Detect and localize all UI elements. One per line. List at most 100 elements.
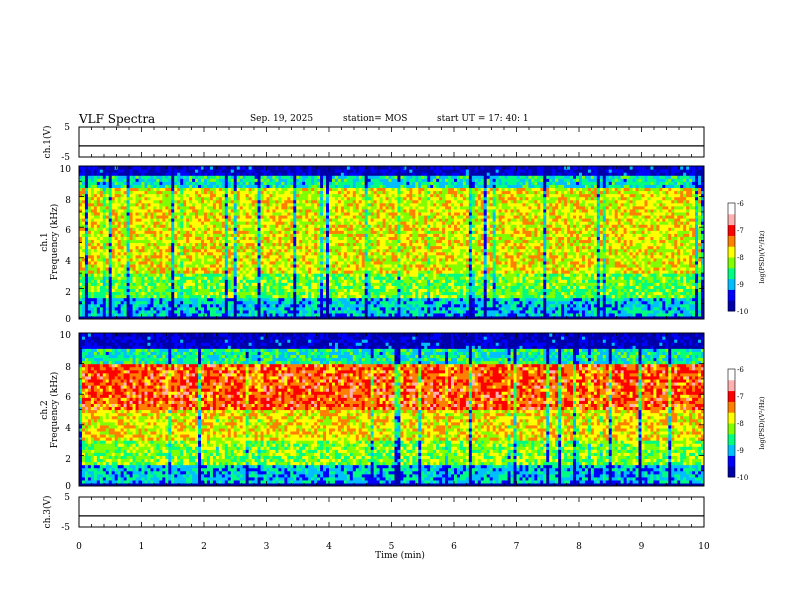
spectrogram-cell <box>236 196 241 201</box>
spectrogram-cell <box>272 263 277 268</box>
spectrogram-cell <box>305 172 309 176</box>
spectrogram-cell <box>227 306 232 311</box>
spectrogram-cell <box>192 202 196 207</box>
spectrogram-cell <box>340 169 345 173</box>
spectrogram-cell <box>230 175 235 179</box>
spectrogram-cell <box>206 224 211 228</box>
spectrogram-cell <box>227 312 232 317</box>
spectrogram-cell <box>87 169 92 173</box>
spectrogram-cell <box>132 208 137 213</box>
spectrogram-cell <box>373 309 378 314</box>
spectrogram-cell <box>189 276 193 280</box>
spectrogram-cell <box>129 236 134 241</box>
spectrogram-cell <box>236 230 241 234</box>
spectrogram-cell <box>126 205 131 210</box>
spectrogram-cell <box>156 202 160 207</box>
spectrogram-cell <box>260 199 265 204</box>
spectrogram-cell <box>370 312 375 317</box>
spectrogram-cell <box>337 233 342 237</box>
spectrogram-cell <box>93 263 98 268</box>
spectrogram-cell <box>90 270 95 274</box>
spectrogram-cell <box>290 297 294 302</box>
spectrogram-cell <box>320 315 324 319</box>
spectrogram-cell <box>171 260 175 265</box>
spectrogram-cell <box>209 270 214 274</box>
spectrogram-cell <box>239 288 244 293</box>
spectrogram-cell <box>352 236 357 241</box>
spectrogram-cell <box>230 193 235 198</box>
spectrogram-cell <box>117 276 122 280</box>
spectrogram-cell <box>87 303 92 308</box>
spectrogram-cell <box>114 181 119 185</box>
spectrogram-cell <box>233 300 238 305</box>
spectrogram-cell <box>165 239 169 244</box>
spectrogram-cell <box>343 178 348 182</box>
spectrogram-cell <box>138 300 143 305</box>
spectrogram-cell <box>212 175 217 179</box>
spectrogram-cell <box>105 208 110 213</box>
spectrogram-cell <box>305 279 309 283</box>
spectrogram-cell <box>114 202 119 207</box>
spectrogram-cell <box>120 245 125 250</box>
spectrogram-cell <box>254 208 259 213</box>
spectrogram-cell <box>198 230 202 234</box>
spectrogram-cell <box>174 236 178 241</box>
spectrogram-cell <box>352 291 357 296</box>
spectrogram-cell <box>302 285 306 289</box>
spectrogram-cell <box>355 193 360 198</box>
spectrogram-cell <box>242 214 247 219</box>
spectrogram-cell <box>186 233 190 237</box>
spectrogram-cell <box>230 218 235 222</box>
spectrogram-cell <box>138 172 143 176</box>
spectrogram-cell <box>81 172 86 176</box>
spectrogram-cell <box>263 300 268 305</box>
spectrogram-cell <box>114 285 119 289</box>
spectrogram-cell <box>346 266 351 271</box>
spectrogram-cell <box>135 218 140 222</box>
spectrogram-cell <box>343 214 348 219</box>
spectrogram-cell <box>284 236 288 241</box>
spectrogram-cell <box>141 193 146 198</box>
spectrogram-cell <box>93 303 98 308</box>
spectrogram-cell <box>171 245 175 250</box>
spectrogram-cell <box>198 218 202 222</box>
spectrogram-cell <box>269 312 274 317</box>
spectrogram-cell <box>257 227 262 231</box>
spectrogram-cell <box>114 248 119 253</box>
spectrogram-cell <box>221 291 226 296</box>
spectrogram-cell <box>111 309 116 314</box>
spectrogram-cell <box>183 221 187 225</box>
spectrogram-cell <box>114 257 119 262</box>
spectrogram-cell <box>239 276 244 280</box>
spectrogram-cell <box>364 178 369 182</box>
spectrogram-cell <box>120 242 125 247</box>
spectrogram-cell <box>245 273 250 277</box>
spectrogram-cell <box>269 233 274 237</box>
spectrogram-cell <box>168 300 172 305</box>
spectrogram-cell <box>108 169 113 173</box>
spectrogram-cell <box>150 187 155 192</box>
spectrogram-cell <box>248 285 253 289</box>
spectrogram-cell <box>186 208 190 213</box>
spectrogram-cell <box>102 282 107 286</box>
spectrogram-cell <box>266 233 271 237</box>
spectrogram-cell <box>233 221 238 225</box>
spectrogram-cell <box>266 178 271 182</box>
spectrogram-cell <box>117 175 122 179</box>
spectrogram-cell <box>177 184 181 189</box>
spectrogram-cell <box>236 263 241 268</box>
spectrogram-cell <box>138 184 143 189</box>
spectrogram-cell <box>254 172 259 176</box>
spectrogram-cell <box>373 224 378 228</box>
spectrogram-cell <box>192 221 196 225</box>
spectrogram-cell <box>373 288 378 293</box>
spectrogram-cell <box>370 276 375 280</box>
spectrogram-cell <box>218 178 223 182</box>
spectrogram-cell <box>346 181 351 185</box>
spectrogram-cell <box>236 190 241 195</box>
spectrogram-cell <box>260 187 265 192</box>
spectrogram-cell <box>138 242 143 247</box>
spectrogram-cell <box>323 309 327 314</box>
spectrogram-cell <box>314 239 318 244</box>
spectrogram-cell <box>251 260 256 265</box>
